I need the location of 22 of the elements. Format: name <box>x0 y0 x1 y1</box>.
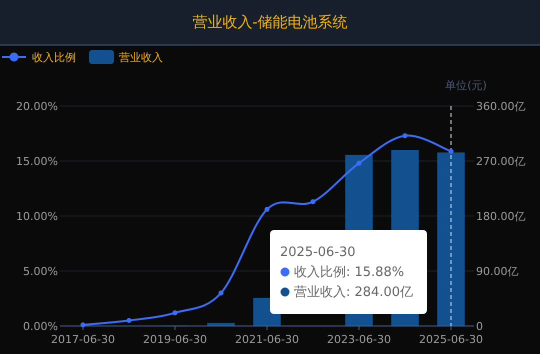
y-tick-label: 20.00% <box>16 100 58 113</box>
x-tick-label: 2025-06-30 <box>419 333 483 346</box>
y-tick-label: 15.00% <box>16 155 58 168</box>
y-tick-label: 0.00% <box>23 320 58 333</box>
annotation: 营业收入: 284.00亿 <box>294 285 413 300</box>
x-tick-label: 2023-06-30 <box>327 333 391 346</box>
legend-label: 收入比例 <box>32 51 76 64</box>
x-tick-label: 2021-06-30 <box>235 333 299 346</box>
x-tick-label: 2019-06-30 <box>143 333 207 346</box>
y2-tick-label: 0 <box>476 320 483 333</box>
y-tick-label: 5.00% <box>23 265 58 278</box>
y2-axis-title: 单位(元) <box>445 79 487 92</box>
y2-tick-label: 270.00亿 <box>476 155 526 168</box>
y2-tick-label: 180.00亿 <box>476 210 526 223</box>
y2-tick-label: 90.00亿 <box>476 265 518 278</box>
annotation: 收入比例: 15.88% <box>294 265 404 280</box>
y2-tick-label: 360.00亿 <box>476 100 526 113</box>
y-tick-label: 10.00% <box>16 210 58 223</box>
annotation: 2025-06-30 <box>280 245 356 260</box>
x-tick-label: 2017-06-30 <box>51 333 115 346</box>
chart-title: 营业收入-储能电池系统 <box>192 13 348 31</box>
legend-label: 营业收入 <box>119 51 163 64</box>
